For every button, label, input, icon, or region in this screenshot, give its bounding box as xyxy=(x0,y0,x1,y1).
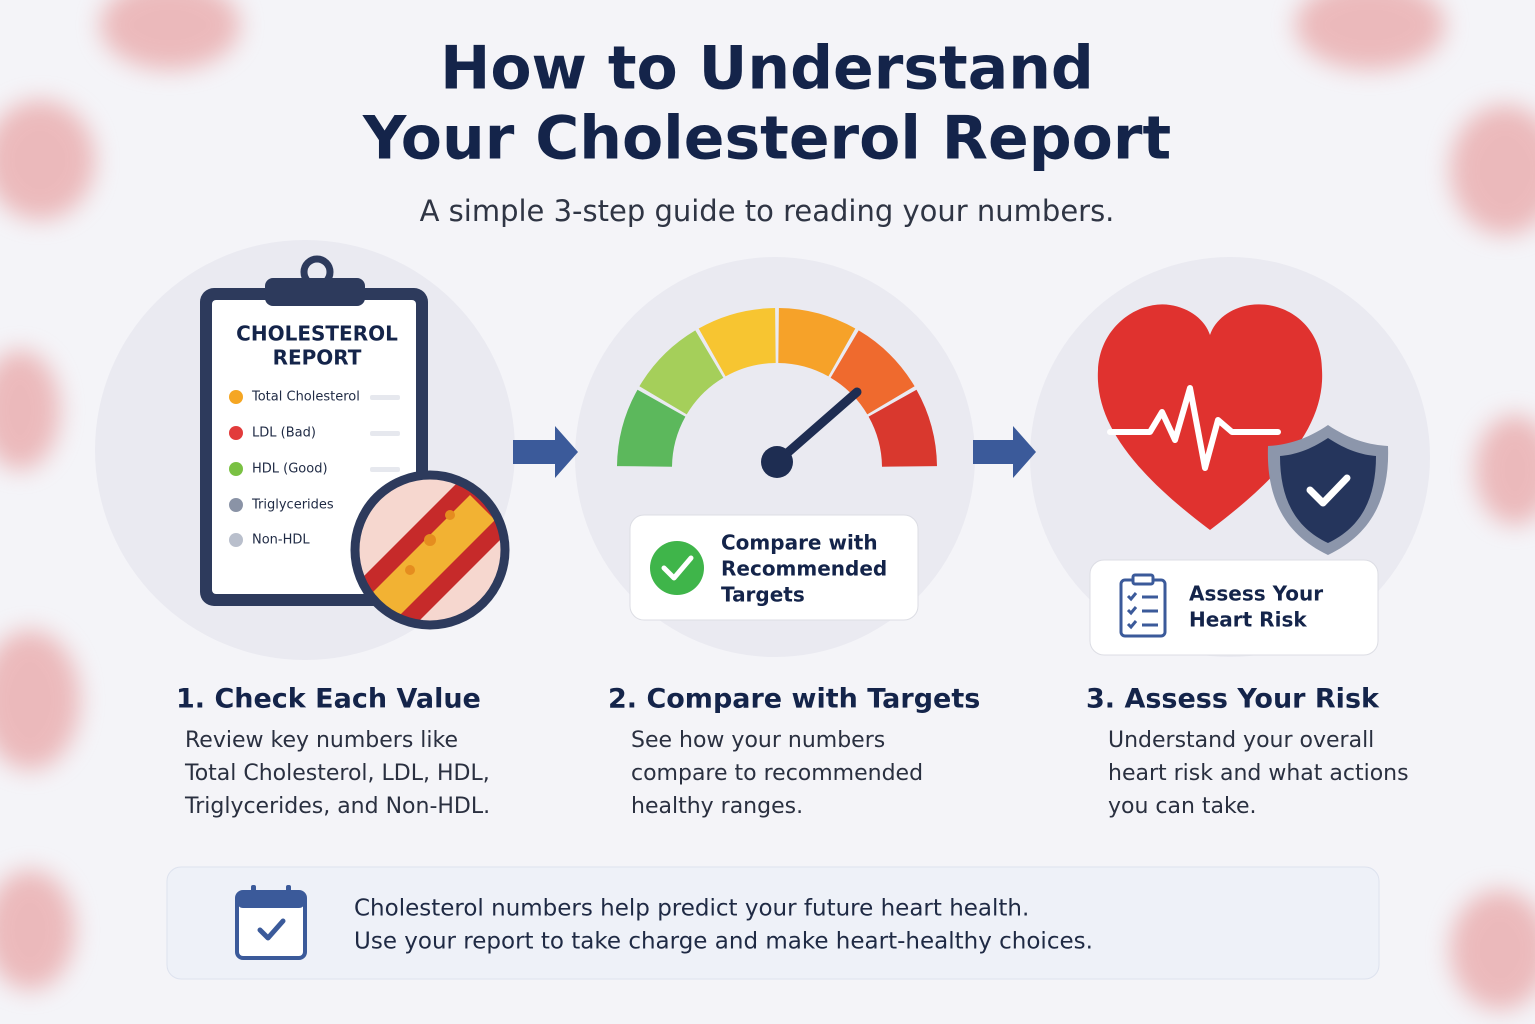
step-description: Review key numbers like xyxy=(185,728,458,753)
gauge-segment xyxy=(778,308,856,377)
badge-text: Recommended xyxy=(721,557,887,581)
title-line: How to Understand xyxy=(440,34,1094,104)
step-heading: 3. Assess Your Risk xyxy=(1086,684,1380,715)
step-description: compare to recommended xyxy=(631,761,923,786)
footer-box xyxy=(166,866,1380,980)
badge-text: Compare with xyxy=(721,531,878,555)
footer-text: Cholesterol numbers help predict your fu… xyxy=(354,896,1029,922)
step-heading: 1. Check Each Value xyxy=(176,684,481,715)
check-icon xyxy=(650,541,704,595)
arrow xyxy=(973,426,1036,478)
badge xyxy=(1089,559,1379,656)
gauge-segment xyxy=(698,308,776,377)
clipboard-title: CHOLESTEROL xyxy=(236,322,398,346)
report-item: LDL (Bad) xyxy=(252,426,316,441)
title-line: Your Cholesterol Report xyxy=(362,104,1171,174)
gauge-segment xyxy=(639,330,724,415)
step-heading: 2. Compare with Targets xyxy=(608,684,980,715)
gauge-segment xyxy=(617,389,686,467)
clipboard-title: REPORT xyxy=(273,346,362,370)
checklist-icon xyxy=(1119,573,1167,638)
magnifier xyxy=(350,470,510,630)
report-item: HDL (Good) xyxy=(252,462,328,477)
gauge-segment xyxy=(868,389,937,467)
gauge-needle xyxy=(761,387,862,478)
step-description: Triglycerides, and Non-HDL. xyxy=(184,794,490,819)
step-description: healthy ranges. xyxy=(631,794,803,819)
report-item: Total Cholesterol xyxy=(251,390,360,405)
heart xyxy=(1097,304,1323,530)
arrow xyxy=(513,426,578,478)
step-description: Total Cholesterol, LDL, HDL, xyxy=(184,761,490,786)
shield xyxy=(1267,425,1389,555)
descriptions: Review key numbers like Total Cholesterol… xyxy=(184,728,1409,819)
report-item: Triglycerides xyxy=(251,498,334,513)
subtitle: A simple 3-step guide to reading your nu… xyxy=(420,194,1115,228)
calendar-icon xyxy=(235,885,307,960)
badge-text: Heart Risk xyxy=(1189,608,1307,632)
footer-text: Use your report to take charge and make … xyxy=(354,929,1093,955)
step-description: See how your numbers xyxy=(631,728,885,753)
step-description: you can take. xyxy=(1108,794,1257,819)
report-item: Non-HDL xyxy=(252,533,310,548)
step-description: Understand your overall xyxy=(1108,728,1374,753)
step-description: heart risk and what actions xyxy=(1108,761,1409,786)
badge xyxy=(629,514,919,621)
badge-text: Targets xyxy=(721,583,805,607)
badge-text: Assess Your xyxy=(1189,582,1323,606)
